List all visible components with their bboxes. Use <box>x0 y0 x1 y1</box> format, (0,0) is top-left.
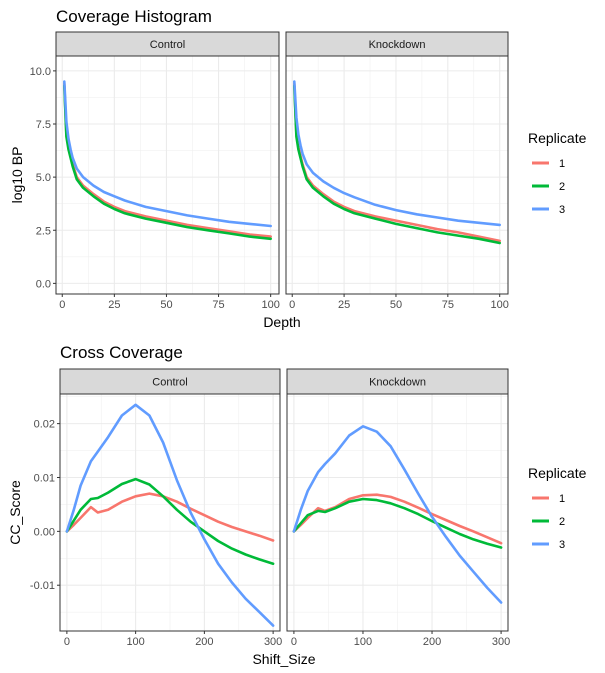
series-line-3 <box>63 80 273 228</box>
x-axis-title: Depth <box>263 314 300 330</box>
series-line-1 <box>292 82 502 243</box>
y-tick-label: 10.0 <box>30 66 51 78</box>
facet-strip <box>59 368 281 395</box>
panel-border <box>285 55 509 295</box>
series-line-2 <box>65 477 275 566</box>
y-tick-label: 0.01 <box>34 472 55 484</box>
y-axis-title: CC_Score <box>7 480 23 545</box>
series-line-2 <box>292 497 503 549</box>
series-line-3 <box>65 403 275 627</box>
facet-label: Control <box>152 377 187 389</box>
legend-label: 2 <box>559 181 565 193</box>
x-tick-label: 50 <box>160 299 172 311</box>
facet-strip <box>55 31 280 57</box>
x-tick-label: 300 <box>492 636 510 648</box>
series-line-1 <box>63 82 273 238</box>
y-tick-label: 5.0 <box>36 172 51 184</box>
series-group <box>65 403 275 627</box>
legend-title: Replicate <box>528 465 587 481</box>
y-tick-label: 0.00 <box>34 526 55 538</box>
x-tick-label: 0 <box>291 636 297 648</box>
series-line-2 <box>292 84 502 245</box>
legend-label: 1 <box>559 158 565 170</box>
facet-label: Knockdown <box>369 377 426 389</box>
legend-label: 3 <box>559 539 565 551</box>
legend-label: 2 <box>559 516 565 528</box>
panel-border <box>55 55 280 295</box>
facet-label: Control <box>150 39 185 51</box>
chart-title: Coverage Histogram <box>56 7 212 26</box>
series-line-1 <box>292 493 503 545</box>
panel-border <box>286 393 509 632</box>
x-tick-label: 0 <box>289 299 295 311</box>
y-tick-label: 2.5 <box>36 225 51 237</box>
legend-label: 3 <box>559 204 565 216</box>
y-tick-label: 7.5 <box>36 119 51 131</box>
x-tick-label: 75 <box>442 299 454 311</box>
x-tick-label: 100 <box>491 299 509 311</box>
x-tick-label: 25 <box>338 299 350 311</box>
series-group <box>63 80 273 241</box>
y-tick-label: -0.01 <box>30 580 55 592</box>
series-line-1 <box>65 492 275 542</box>
x-tick-label: 0 <box>59 299 65 311</box>
legend-label: 1 <box>559 493 565 505</box>
series-line-3 <box>292 80 502 227</box>
legend-title: Replicate <box>528 130 587 146</box>
x-tick-label: 100 <box>261 299 279 311</box>
x-tick-label: 300 <box>264 636 282 648</box>
y-tick-label: 0.02 <box>34 419 55 431</box>
x-tick-label: 50 <box>390 299 402 311</box>
y-axis-title: log10 BP <box>9 147 25 204</box>
x-tick-label: 100 <box>354 636 372 648</box>
x-tick-label: 200 <box>195 636 213 648</box>
x-axis-title: Shift_Size <box>252 651 315 667</box>
x-tick-label: 200 <box>423 636 441 648</box>
series-group <box>292 80 502 245</box>
y-tick-label: 0.0 <box>36 278 51 290</box>
x-tick-label: 0 <box>64 636 70 648</box>
series-line-3 <box>292 424 503 604</box>
series-line-2 <box>63 84 273 241</box>
x-tick-label: 25 <box>108 299 120 311</box>
x-tick-label: 75 <box>212 299 224 311</box>
facet-label: Knockdown <box>369 39 426 51</box>
panel-border <box>59 393 281 632</box>
x-tick-label: 100 <box>126 636 144 648</box>
chart-title: Cross Coverage <box>60 343 183 362</box>
series-group <box>292 424 503 604</box>
